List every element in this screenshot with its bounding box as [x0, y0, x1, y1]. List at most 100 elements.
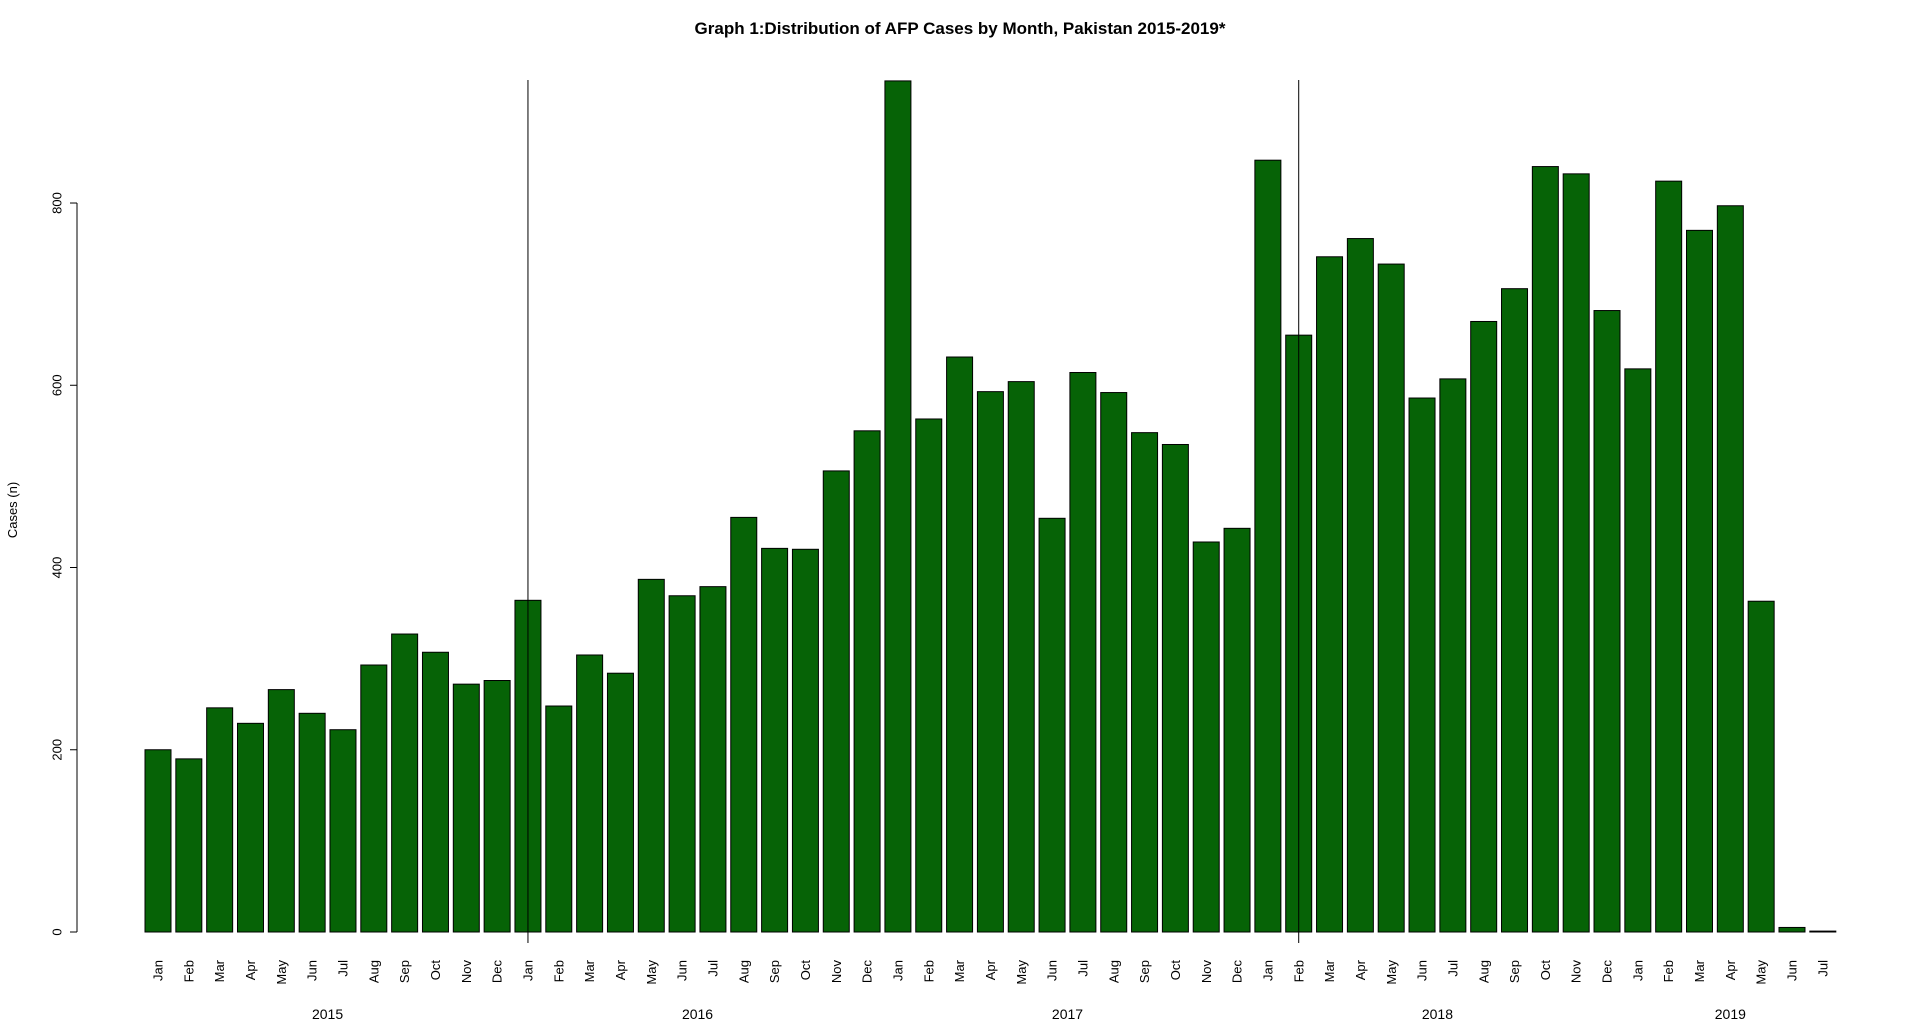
bar — [1346, 238, 1374, 933]
month-label: Nov — [1569, 960, 1584, 984]
y-axis-title: Cases (n) — [5, 482, 20, 538]
month-label: Mar — [212, 959, 227, 982]
month-label: Dec — [1600, 960, 1615, 984]
month-label: Jan — [151, 960, 166, 981]
month-label: Jun — [1045, 960, 1060, 981]
bar — [1408, 397, 1436, 933]
month-label: Aug — [1106, 960, 1121, 983]
y-tick-label: 600 — [50, 374, 65, 396]
month-label: Oct — [798, 960, 813, 981]
month-label: Dec — [860, 960, 875, 984]
month-label: Mar — [1692, 959, 1707, 982]
month-label: Jun — [305, 960, 320, 981]
bar — [1192, 541, 1220, 933]
month-label: Sep — [1137, 960, 1152, 983]
month-label: May — [1754, 960, 1769, 985]
bar — [1254, 159, 1282, 933]
year-label: 2015 — [312, 1006, 343, 1022]
year-label: 2016 — [682, 1006, 713, 1022]
bar — [421, 651, 449, 933]
month-label: Aug — [1476, 960, 1491, 983]
y-tick-label: 0 — [50, 928, 65, 935]
month-label: Apr — [613, 959, 628, 980]
bar — [1439, 378, 1467, 933]
bar — [1377, 263, 1405, 933]
bar — [1069, 372, 1097, 933]
month-label: Feb — [921, 960, 936, 982]
month-label: Oct — [428, 960, 443, 981]
y-axis: 0 200 400 600 800 — [50, 192, 78, 936]
month-label: Jun — [1785, 960, 1800, 981]
bar — [1131, 432, 1159, 933]
bar — [1161, 443, 1189, 933]
month-label: Mar — [952, 959, 967, 982]
bar — [1007, 381, 1035, 933]
year-label: 2018 — [1422, 1006, 1453, 1022]
month-label: Feb — [181, 960, 196, 982]
month-label: Jul — [1445, 960, 1460, 977]
bar — [1809, 930, 1837, 933]
month-label: Apr — [243, 959, 258, 980]
bar — [329, 729, 357, 933]
year-markers — [527, 80, 1300, 943]
y-tick-label: 400 — [50, 557, 65, 579]
month-label: Sep — [767, 960, 782, 983]
bar — [884, 80, 912, 933]
month-label: Sep — [397, 960, 412, 983]
bar — [298, 712, 326, 933]
bar — [699, 586, 727, 933]
bar — [483, 680, 511, 933]
bar — [915, 418, 943, 933]
month-label: Sep — [1507, 960, 1522, 983]
month-label: Jun — [675, 960, 690, 981]
bar — [267, 689, 295, 933]
bar — [1562, 173, 1590, 933]
month-label: Aug — [366, 960, 381, 983]
bar — [175, 758, 203, 933]
bar — [1501, 288, 1529, 933]
bar — [391, 633, 419, 933]
month-label: Jul — [1075, 960, 1090, 977]
month-label: May — [1384, 960, 1399, 985]
month-label: Apr — [983, 959, 998, 980]
bars — [144, 80, 1837, 933]
bar — [236, 722, 264, 933]
month-label: Jan — [890, 960, 905, 981]
year-labels: 2015 2016 2017 2018 2019 — [312, 1006, 1746, 1022]
bar — [668, 595, 696, 933]
bar — [1223, 527, 1251, 933]
bar — [452, 683, 480, 933]
bar — [576, 654, 604, 933]
bar — [637, 578, 665, 933]
bar — [791, 548, 819, 933]
bar — [1716, 205, 1744, 933]
month-label: Jul — [1815, 960, 1830, 977]
y-tick-label: 200 — [50, 739, 65, 761]
bar — [853, 430, 881, 933]
month-label: Nov — [1199, 960, 1214, 984]
month-label: Mar — [1322, 959, 1337, 982]
month-label: Feb — [1291, 960, 1306, 982]
month-label: Apr — [1723, 959, 1738, 980]
month-label: May — [644, 960, 659, 985]
chart-title: Graph 1:Distribution of AFP Cases by Mon… — [695, 19, 1226, 38]
bar — [144, 749, 172, 933]
bar — [206, 707, 234, 933]
bar — [545, 705, 573, 933]
bar — [1686, 229, 1713, 933]
month-label: Jul — [705, 960, 720, 977]
month-label: Apr — [1353, 959, 1368, 980]
bar — [822, 470, 850, 933]
bar — [1100, 392, 1128, 933]
bar — [1747, 600, 1775, 933]
month-label: Nov — [459, 960, 474, 984]
month-label: Mar — [582, 959, 597, 982]
y-tick-label: 800 — [50, 192, 65, 214]
bar — [1316, 256, 1344, 933]
month-label: Feb — [551, 960, 566, 982]
year-label: 2019 — [1715, 1006, 1746, 1022]
month-label: Dec — [1230, 960, 1245, 984]
month-label: Jun — [1415, 960, 1430, 981]
month-labels: Jan Feb Mar Apr May Jun Jul Aug Sep Oct Nov Dec Jan F… — [151, 959, 1831, 984]
